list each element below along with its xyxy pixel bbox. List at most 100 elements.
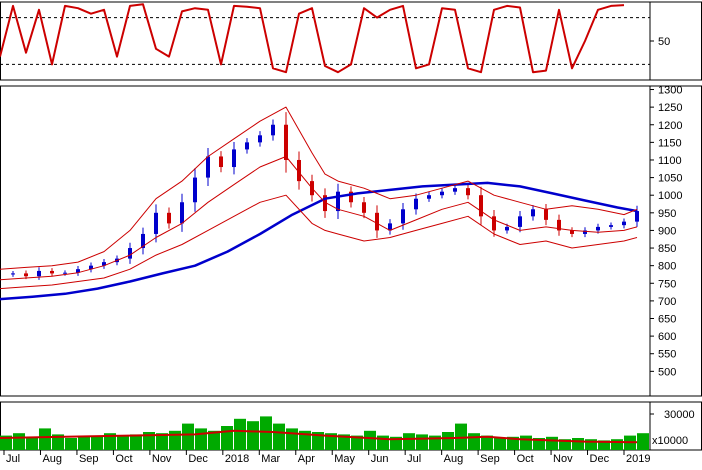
candle-body-37 <box>479 195 483 217</box>
volume-bar-27 <box>351 435 363 450</box>
volume-bar-18 <box>234 418 246 450</box>
volume-panel: 30000 x10000 <box>0 401 702 451</box>
candle-body-30 <box>388 223 392 231</box>
volume-bar-34 <box>442 432 454 450</box>
volume-bar-13 <box>169 430 181 450</box>
candle-body-19 <box>245 142 249 150</box>
candle-body-36 <box>466 188 470 196</box>
price-tick-label-9: 850 <box>658 243 676 255</box>
price-tick-label-16: 500 <box>658 366 676 378</box>
candle-body-16 <box>206 156 210 178</box>
band-line-2 <box>0 156 638 281</box>
price-tick-label-12: 700 <box>658 296 676 308</box>
x-tick-label-14: Oct <box>517 453 534 465</box>
price-tick-label-2: 1200 <box>658 120 682 132</box>
candle-body-35 <box>453 188 457 192</box>
x-tick-label-6: 2018 <box>225 453 249 465</box>
candle-body-22 <box>284 124 288 160</box>
candle-body-3 <box>37 270 41 277</box>
volume-bar-16 <box>208 430 220 450</box>
price-tick-label-15: 550 <box>658 349 676 361</box>
candle-body-48 <box>622 221 626 226</box>
price-tick-label-5: 1050 <box>658 173 682 185</box>
candle-body-45 <box>583 230 587 234</box>
x-tick-label-0: Jul <box>6 453 20 465</box>
osc-line-0 <box>0 3 625 74</box>
price-tick-label-11: 750 <box>658 278 676 290</box>
price-tick-label-10: 800 <box>658 261 676 273</box>
volume-bar-4 <box>52 434 64 450</box>
volume-bar-20 <box>260 416 272 450</box>
x-tick-label-5: Dec <box>188 453 208 465</box>
x-tick-label-4: Nov <box>152 453 172 465</box>
candle-body-27 <box>349 191 353 203</box>
price-frame <box>0 85 702 397</box>
price-tick-label-8: 900 <box>658 225 676 237</box>
band-line-1 <box>0 106 638 270</box>
volume-bar-31 <box>403 433 415 450</box>
candle-body-15 <box>193 177 197 203</box>
candle-body-18 <box>232 149 236 168</box>
candles <box>11 112 639 280</box>
volume-bar-5 <box>65 438 77 450</box>
x-tick-label-15: Nov <box>553 453 573 465</box>
volume-bar-21 <box>273 423 285 450</box>
volume-bar-7 <box>91 436 103 450</box>
volume-bar-23 <box>299 430 311 450</box>
volume-bar-3 <box>39 428 51 450</box>
x-tick-label-2: Sep <box>79 453 99 465</box>
candle-body-23 <box>297 159 301 182</box>
candle-body-20 <box>258 135 262 143</box>
volume-bar-39 <box>507 436 519 450</box>
candle-body-44 <box>570 230 574 234</box>
volume-bar-45 <box>585 439 597 450</box>
volume-bar-2 <box>26 436 38 450</box>
volume-bar-40 <box>520 435 532 450</box>
candle-body-47 <box>609 225 613 227</box>
candle-body-13 <box>167 212 171 224</box>
candle-body-10 <box>128 248 132 259</box>
x-tick-label-7: Mar <box>261 453 280 465</box>
candle-body-21 <box>271 124 275 136</box>
volume-bar-43 <box>559 439 571 450</box>
x-tick-label-3: Oct <box>115 453 132 465</box>
x-tick-label-10: Jun <box>371 453 389 465</box>
volume-bar-0 <box>0 435 12 450</box>
candle-body-34 <box>440 191 444 196</box>
price-tick-label-0: 1300 <box>658 85 682 97</box>
candle-body-42 <box>544 209 548 220</box>
volume-bar-19 <box>247 421 259 450</box>
candle-body-25 <box>323 195 327 212</box>
volume-bar-8 <box>104 433 116 450</box>
candle-body-41 <box>531 209 535 217</box>
volume-bar-42 <box>546 436 558 450</box>
oscillator-panel: 50 <box>0 1 702 81</box>
volume-bar-38 <box>494 438 506 450</box>
candle-body-14 <box>180 202 184 224</box>
x-tick-label-17: 2019 <box>626 453 650 465</box>
volume-bar-15 <box>195 428 207 450</box>
candle-body-29 <box>375 212 379 231</box>
candle-body-46 <box>596 226 600 231</box>
price-tick-label-7: 950 <box>658 208 676 220</box>
candle-body-32 <box>414 198 418 210</box>
candle-body-11 <box>141 233 145 249</box>
x-tick-label-16: Dec <box>590 453 610 465</box>
x-tick-label-1: Aug <box>42 453 62 465</box>
candle-body-17 <box>219 156 223 168</box>
candle-body-43 <box>557 219 561 231</box>
volume-average-line <box>0 429 638 444</box>
price-tick-label-14: 600 <box>658 331 676 343</box>
candle-body-39 <box>505 226 509 231</box>
volume-unit-label: x10000 <box>652 435 688 447</box>
volume-bar-17 <box>221 426 233 450</box>
candle-body-49 <box>635 211 639 222</box>
candle-body-26 <box>336 191 340 212</box>
band-line-3 <box>0 194 638 290</box>
candle-body-33 <box>427 195 431 199</box>
candle-body-28 <box>362 202 366 213</box>
moving-average-line <box>0 181 638 301</box>
volume-bar-24 <box>312 432 324 450</box>
volume-bar-1 <box>13 433 25 450</box>
volume-bar-36 <box>468 433 480 450</box>
